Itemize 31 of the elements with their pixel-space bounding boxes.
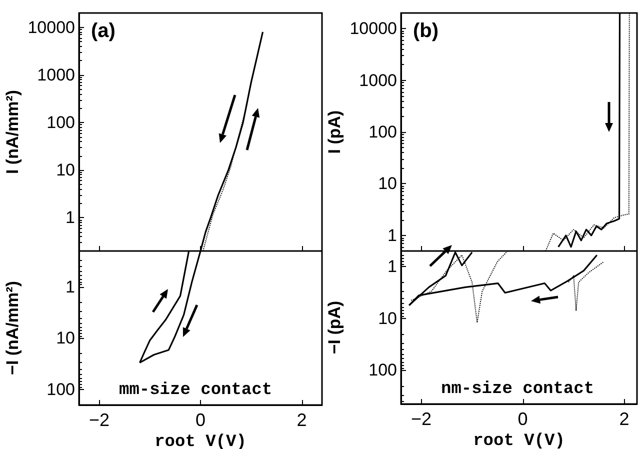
y-tick-label: 10 (378, 308, 397, 328)
x-tick-label: 0 (195, 410, 206, 430)
x-tick-label: 2 (296, 410, 307, 430)
y-tick-label: 10000 (28, 18, 75, 37)
y-axis-title: −I (nA/mm²) (3, 281, 22, 375)
x-axis-title: root V(V) (473, 432, 565, 449)
y-tick-label: 1 (66, 208, 75, 228)
x-tick-label: 2 (619, 409, 630, 429)
y-axis-title: I (nA/mm²) (3, 90, 22, 174)
x-tick-label: 0 (518, 409, 528, 429)
y-tick-label: 1 (388, 226, 397, 245)
y-tick-label: 10 (378, 174, 397, 194)
y-tick-label: 100 (368, 122, 397, 142)
y-tick-label: 1000 (37, 65, 75, 84)
y-tick-label: 100 (368, 360, 397, 380)
y-tick-label: 100 (46, 380, 75, 400)
annotation: mm-size contact (119, 381, 272, 400)
y-tick-label: 1 (66, 277, 75, 296)
y-tick-label: 1000 (359, 70, 397, 90)
y-tick-label: 100 (46, 113, 75, 132)
annotation: nm-size contact (441, 380, 594, 399)
y-axis-title: −I (pA) (325, 300, 344, 354)
y-tick-label: 10 (56, 160, 75, 180)
annotation: (a) (91, 20, 116, 42)
annotation: (b) (413, 20, 439, 42)
x-tick-label: −2 (411, 409, 432, 429)
y-tick-label: 10 (56, 328, 75, 348)
y-tick-label: 1 (388, 257, 397, 276)
y-tick-label: 10000 (350, 19, 397, 38)
x-tick-label: −2 (88, 410, 110, 430)
y-axis-title: I (pA) (325, 110, 344, 154)
